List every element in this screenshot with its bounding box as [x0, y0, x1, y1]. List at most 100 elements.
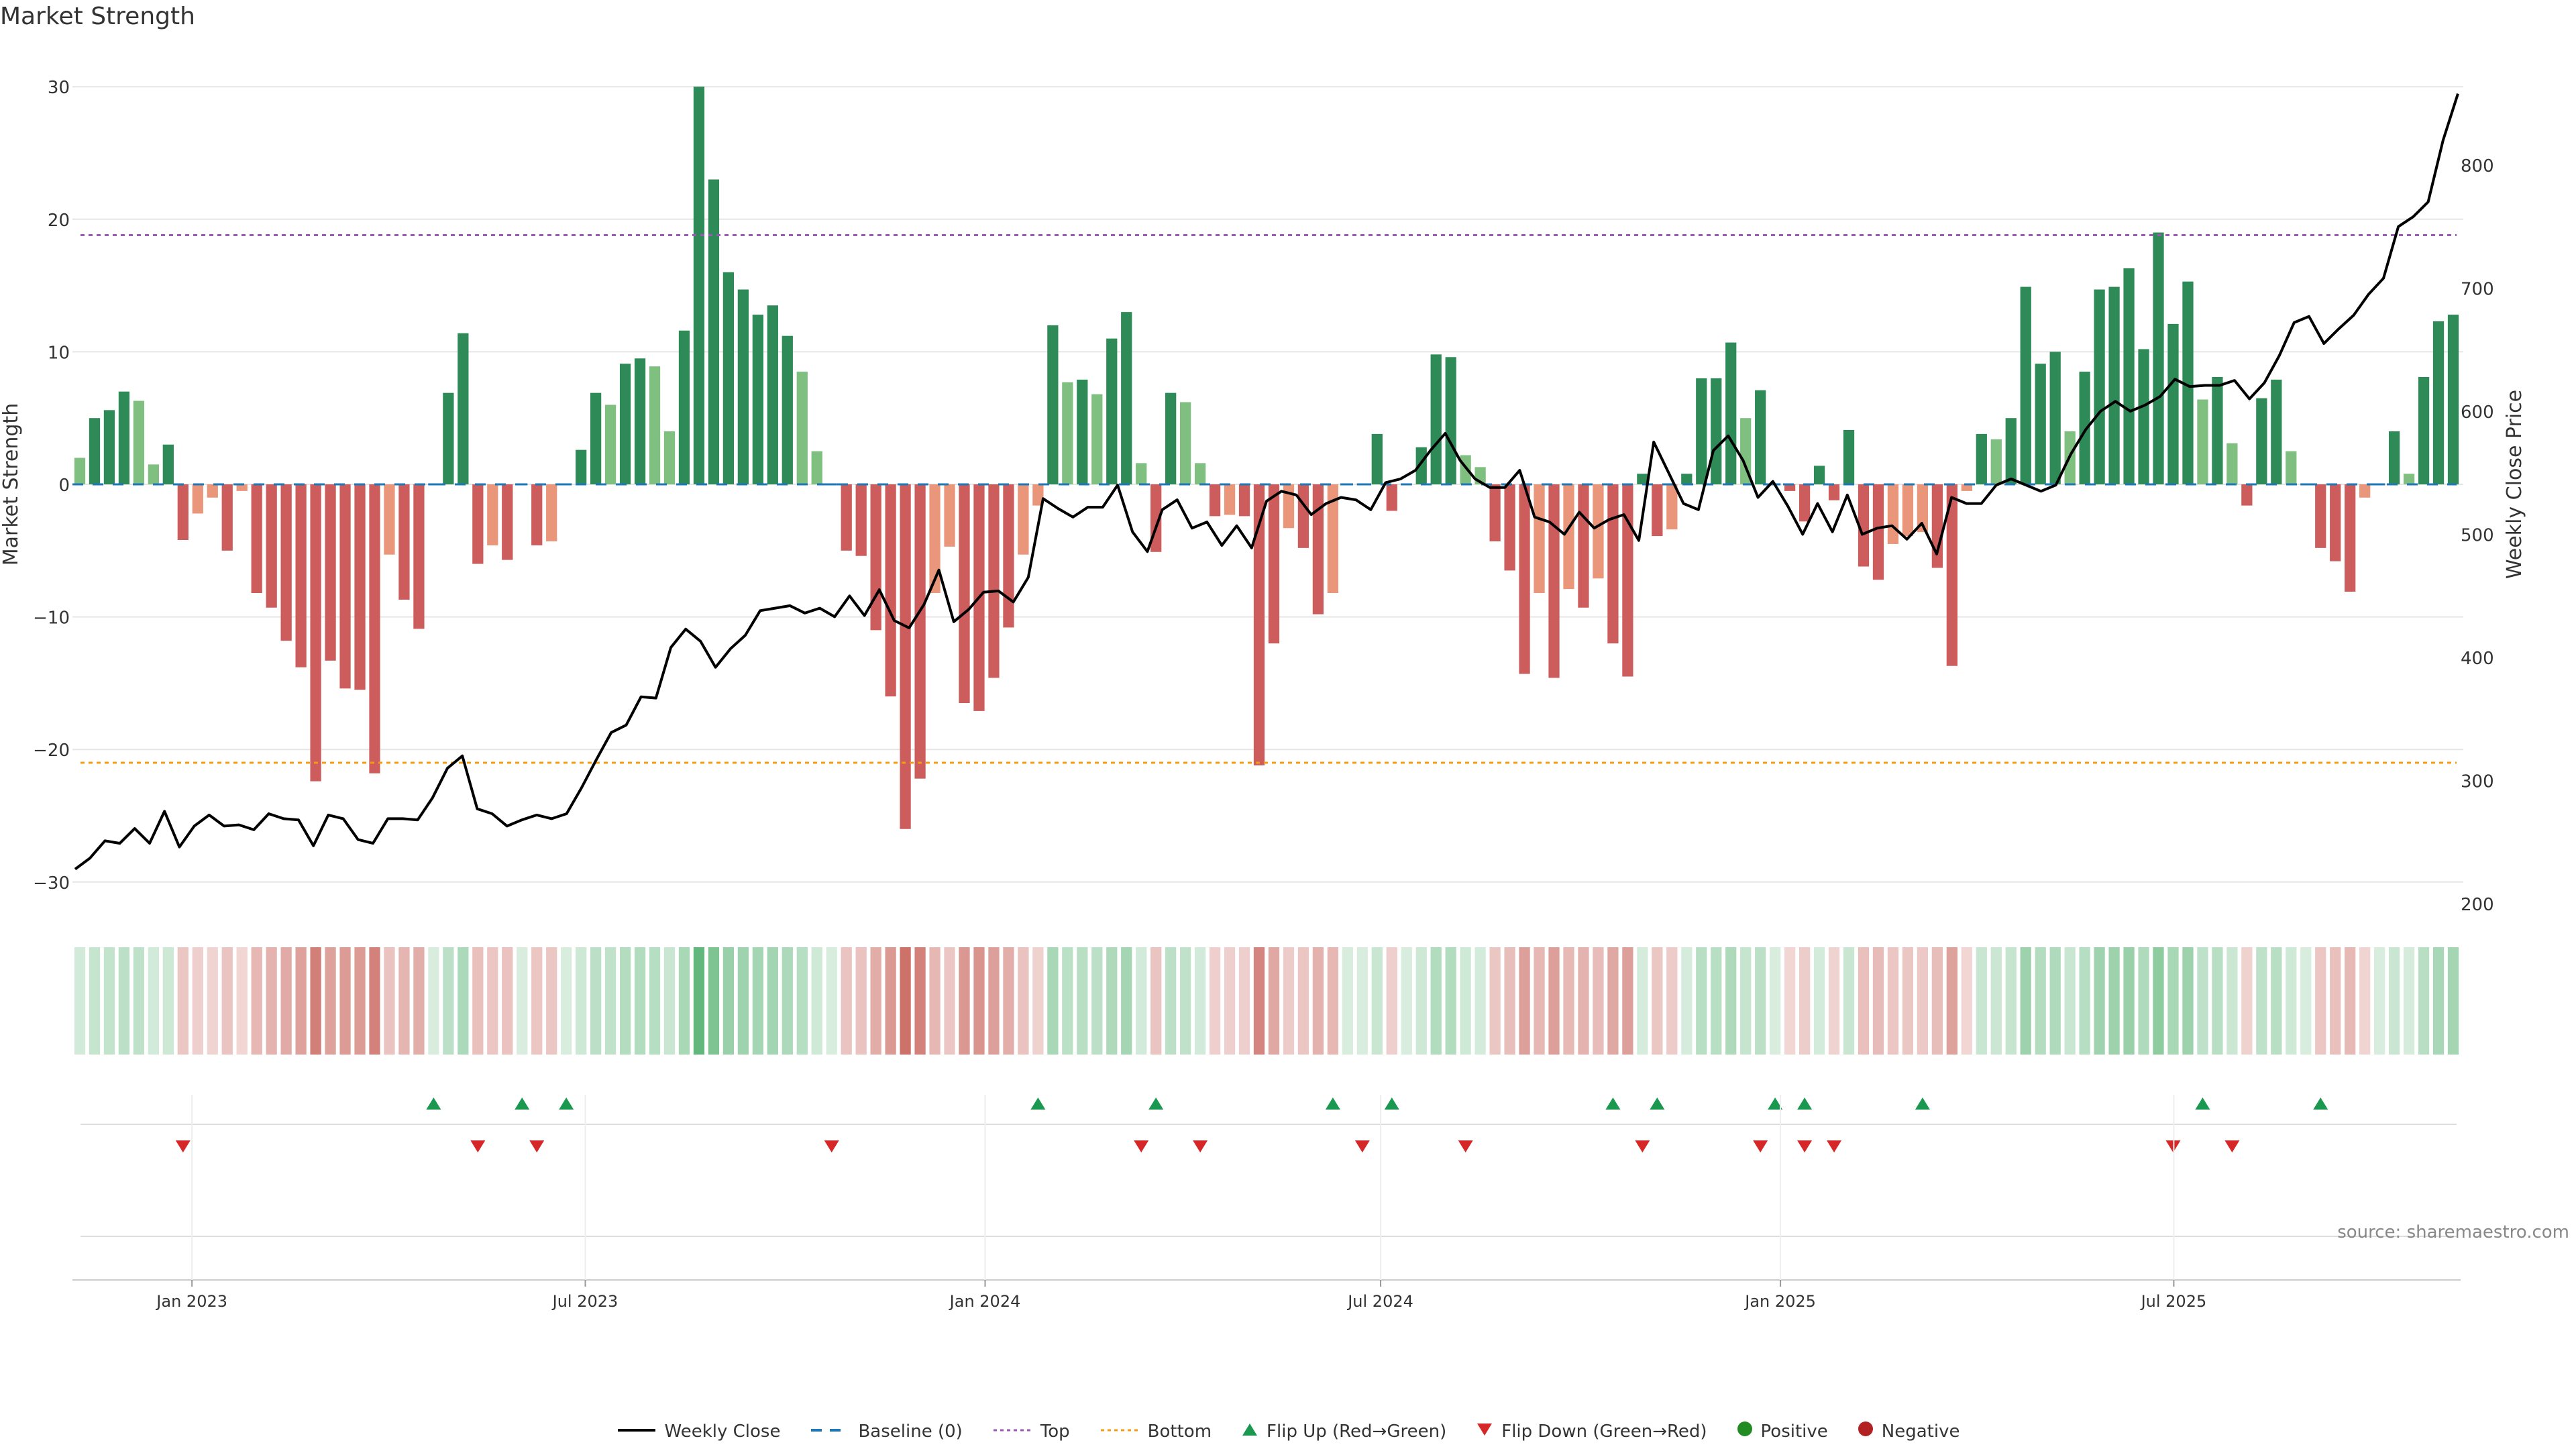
y2-tick-label: 800: [2461, 156, 2494, 176]
strength-bar: [1534, 484, 1545, 594]
strength-bar: [2094, 289, 2105, 484]
legend-item[interactable]: Flip Down (Green→Red): [1476, 1421, 1707, 1442]
strength-bar: [737, 289, 749, 484]
heat-cell: [2020, 947, 2031, 1055]
legend-item[interactable]: Baseline (0): [810, 1421, 963, 1442]
heat-cell: [2330, 947, 2341, 1055]
heat-cell: [752, 947, 763, 1055]
weekly-close-line: [74, 93, 2459, 871]
strength-bar: [1268, 484, 1280, 644]
heat-cell: [693, 947, 705, 1055]
strength-bar: [604, 405, 616, 484]
heat-cell: [1430, 947, 1442, 1055]
strength-bar: [619, 364, 631, 484]
heat-cell: [74, 947, 86, 1055]
strength-bar: [2256, 398, 2267, 484]
legend-item[interactable]: Flip Up (Red→Green): [1241, 1421, 1446, 1442]
strength-bar: [634, 358, 646, 484]
strength-bar: [1666, 484, 1678, 530]
strength-bar: [266, 484, 277, 608]
heat-cell: [1165, 947, 1177, 1055]
heat-cell: [207, 947, 218, 1055]
strength-bar: [325, 484, 336, 661]
heat-cell: [870, 947, 881, 1055]
legend-label: Bottom: [1147, 1421, 1212, 1442]
strength-bar: [1032, 484, 1044, 506]
strength-bar: [1548, 484, 1560, 678]
strength-bar: [236, 484, 248, 491]
heat-cell: [310, 947, 321, 1055]
heat-cell: [811, 947, 822, 1055]
strength-bar: [384, 484, 395, 555]
heat-cell: [561, 947, 572, 1055]
strength-bar: [855, 484, 867, 556]
strength-bar: [2388, 431, 2400, 484]
y-tick-label: −10: [33, 608, 70, 629]
strength-bar: [722, 272, 735, 484]
strength-bar: [1799, 484, 1811, 522]
flip-up-marker: [426, 1097, 441, 1110]
heat-cell: [576, 947, 587, 1055]
y-tick-label: −20: [33, 741, 70, 761]
strength-bar: [103, 410, 115, 484]
heat-cell: [1534, 947, 1545, 1055]
strength-bar: [398, 484, 410, 600]
heat-cell: [1283, 947, 1295, 1055]
strength-bar: [2359, 484, 2371, 498]
strength-bar: [162, 444, 174, 484]
strength-bar: [472, 484, 484, 564]
heat-cell: [2167, 947, 2179, 1055]
heat-cell: [1799, 947, 1811, 1055]
y-tick-label: 0: [58, 476, 70, 496]
strength-bar: [118, 391, 130, 484]
heat-cell: [1018, 947, 1029, 1055]
dashed-line-icon: [810, 1421, 850, 1442]
heat-cell: [1032, 947, 1044, 1055]
heat-cell: [398, 947, 410, 1055]
strength-bar: [133, 400, 145, 484]
heat-cell: [1902, 947, 1914, 1055]
heat-cell: [354, 947, 366, 1055]
heat-cell: [1180, 947, 1191, 1055]
heat-cell: [531, 947, 543, 1055]
heat-cell: [1136, 947, 1147, 1055]
flip-up-marker: [1915, 1097, 1930, 1110]
heat-cell: [502, 947, 513, 1055]
strength-bar: [1283, 484, 1295, 529]
x-tick-label: Jul 2024: [1346, 1292, 1413, 1311]
strength-bar: [678, 330, 690, 484]
heat-cell: [472, 947, 484, 1055]
flip-up-marker: [1650, 1097, 1665, 1110]
heat-cell: [885, 947, 896, 1055]
heat-cell: [2064, 947, 2076, 1055]
axes: −30 −20 −10 0 10 20 30 200 300 400 500 600 700 800 Mar…: [0, 78, 2526, 915]
strength-bar: [546, 484, 557, 541]
heat-cell: [1106, 947, 1118, 1055]
strength-bar: [1711, 378, 1722, 484]
strength-bar: [1784, 484, 1796, 491]
legend-item[interactable]: Weekly Close: [616, 1421, 780, 1442]
strength-bar: [1828, 484, 1840, 500]
strength-bar: [369, 484, 380, 773]
heat-cell: [2123, 947, 2135, 1055]
heat-cell: [1990, 947, 2002, 1055]
legend: Weekly Close Baseline (0) Top Bottom Flip Up…: [0, 1421, 2576, 1442]
flip-down-marker: [1635, 1140, 1650, 1152]
heat-cell: [2079, 947, 2090, 1055]
strength-bar: [2123, 268, 2135, 484]
heat-cell: [782, 947, 793, 1055]
heat-cell: [1091, 947, 1103, 1055]
heat-cell: [118, 947, 130, 1055]
flip-down-marker: [2224, 1140, 2240, 1152]
legend-item[interactable]: Top: [992, 1421, 1070, 1442]
flip-down-marker: [1193, 1140, 1208, 1152]
legend-item[interactable]: Bottom: [1099, 1421, 1212, 1442]
strength-bar: [2020, 286, 2031, 484]
legend-item[interactable]: Negative: [1858, 1421, 1960, 1442]
strength-bar: [2108, 286, 2120, 484]
strength-bar: [310, 484, 321, 782]
legend-item[interactable]: Positive: [1737, 1421, 1828, 1442]
strength-bar: [1637, 474, 1648, 484]
strength-bar: [1902, 484, 1914, 537]
strength-bar: [2315, 484, 2326, 548]
